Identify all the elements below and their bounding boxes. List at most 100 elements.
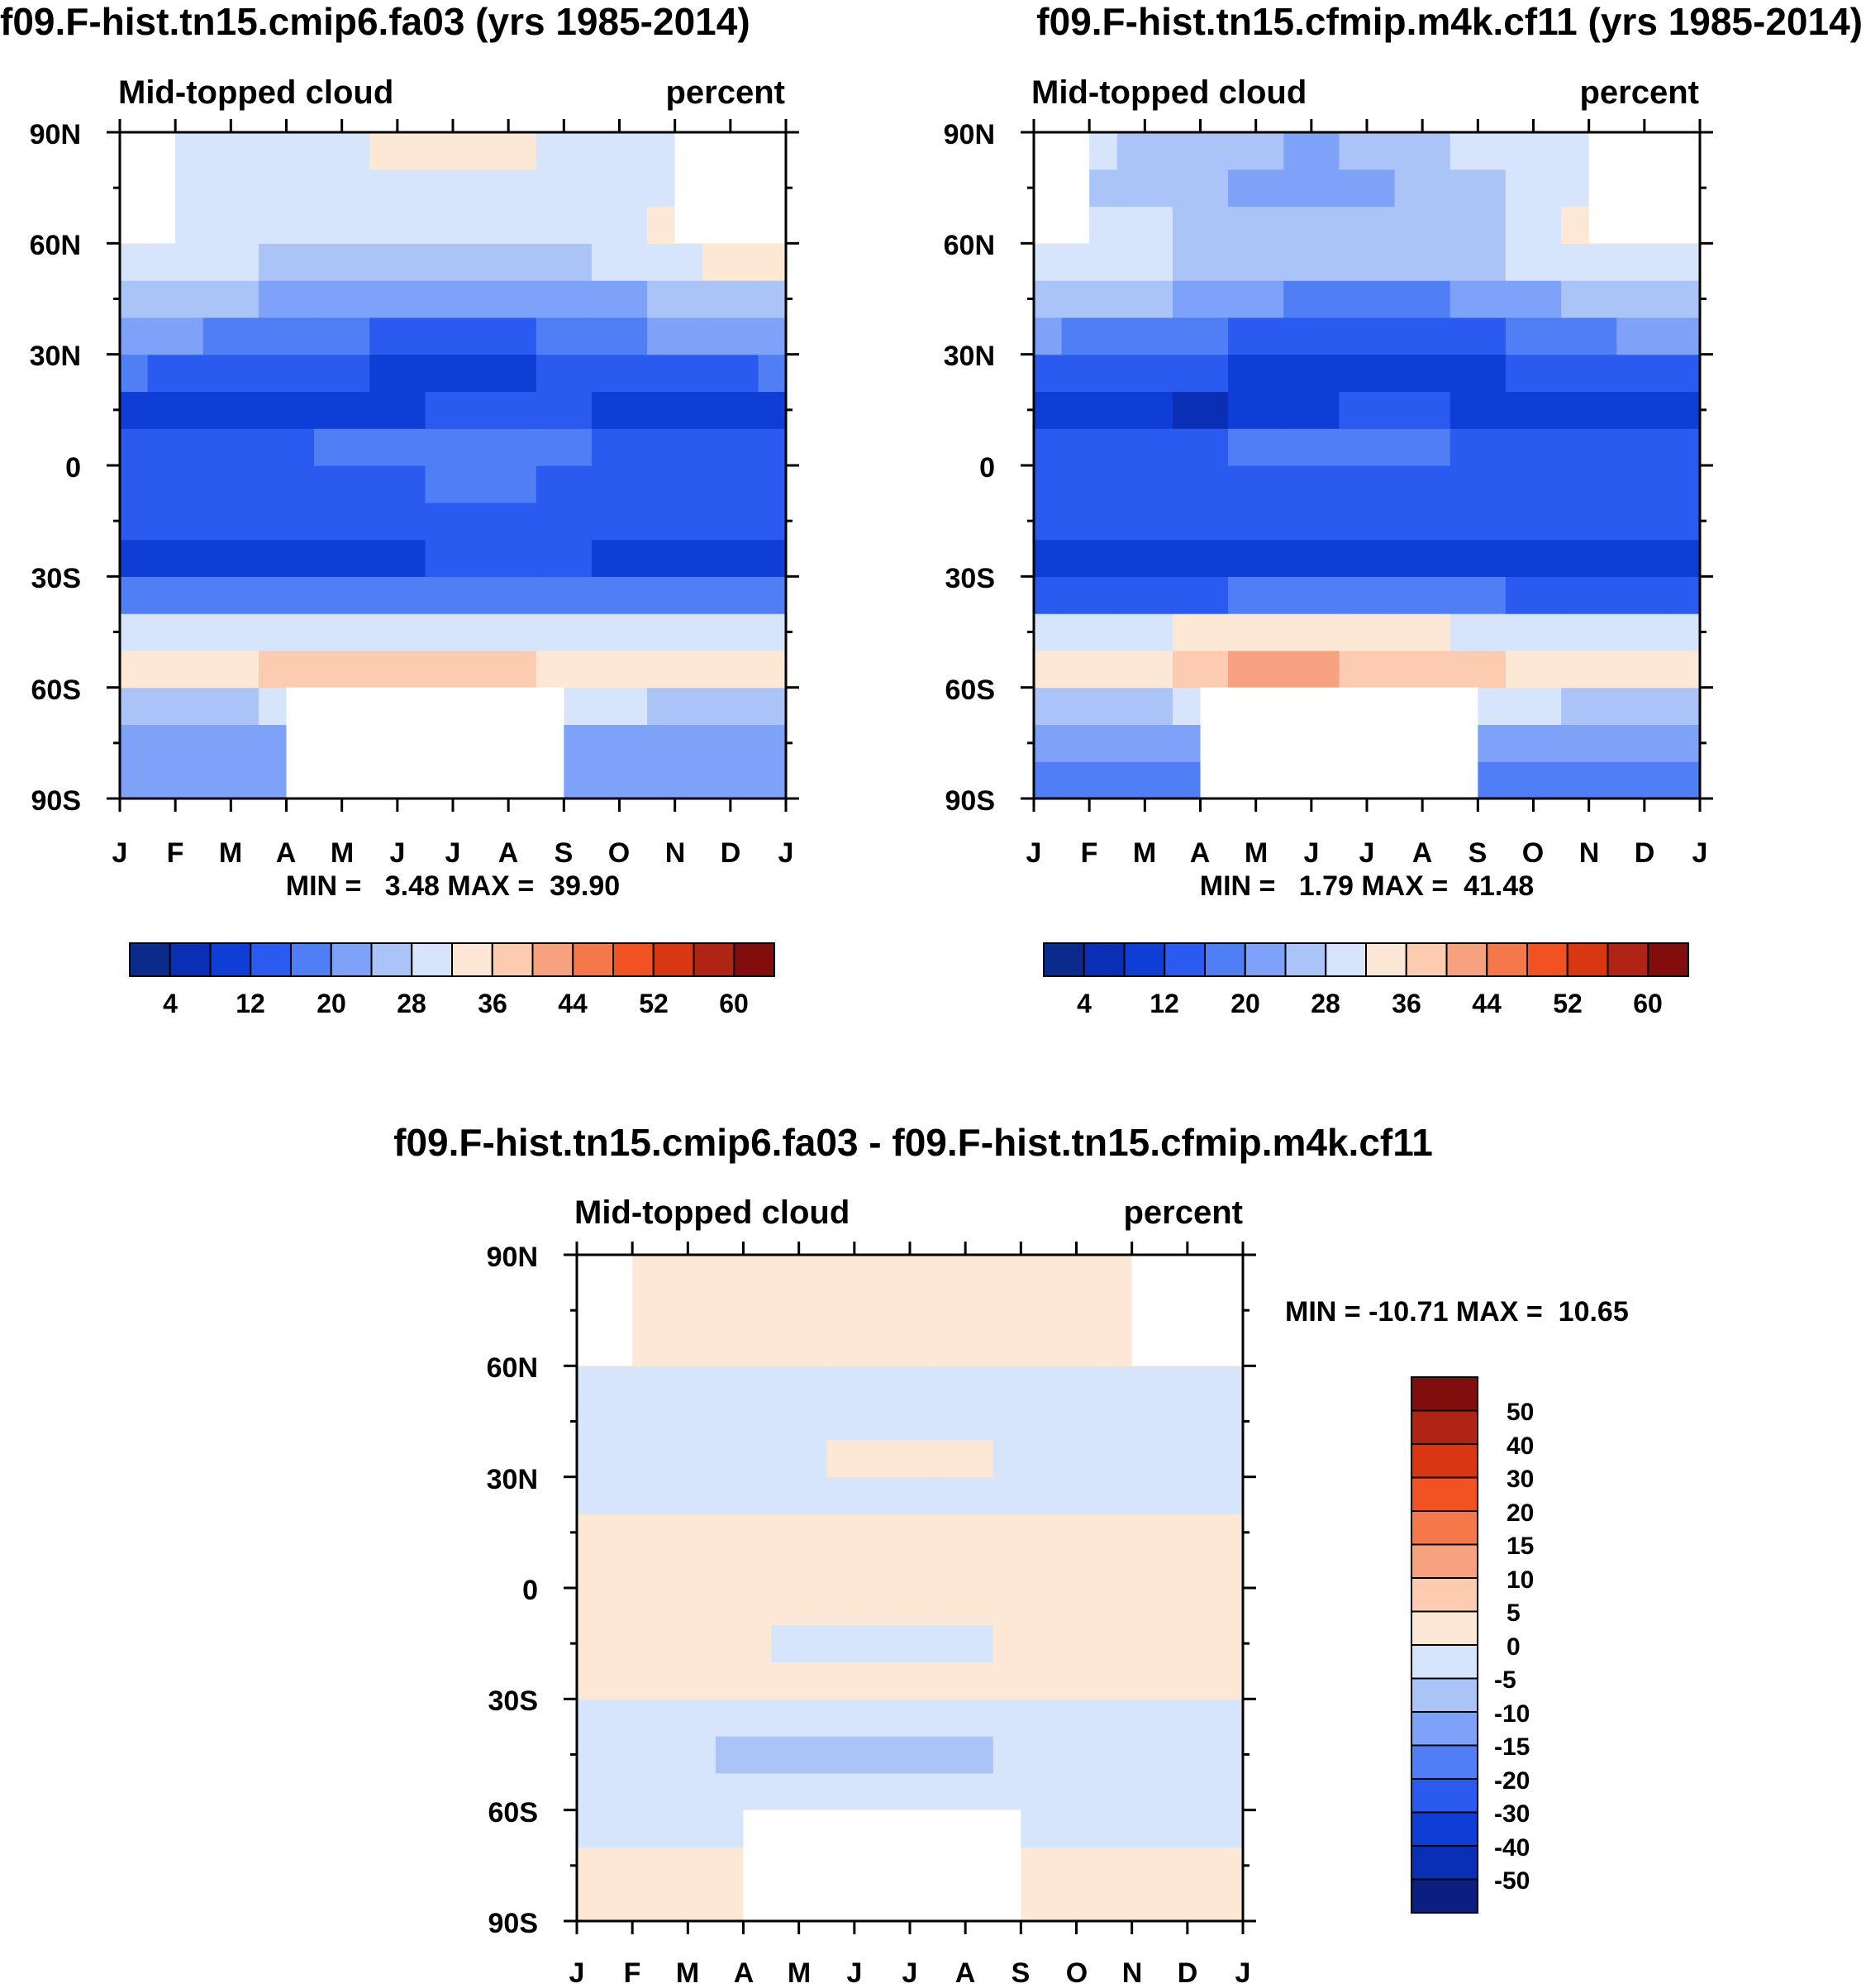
- field-cell: [536, 465, 593, 503]
- panel-1: f09.F-hist.tn15.cmip6.fa03 (yrs 1985-201…: [0, 0, 799, 1018]
- x-tick-label: A: [1190, 837, 1211, 869]
- y-tick-label: 30S: [945, 563, 996, 594]
- colorbar-box: [1411, 1409, 1478, 1445]
- field-cell: [1159, 1884, 1216, 1922]
- field-cell: [1449, 243, 1507, 281]
- y-tick-label: 30S: [31, 563, 82, 594]
- x-tick-label: M: [1133, 837, 1156, 869]
- field-cell: [147, 650, 204, 689]
- field-cell: [771, 1661, 827, 1700]
- field-cell: [1061, 761, 1118, 799]
- panel-1-min-max: MIN = 3.48 MAX = 39.90: [286, 870, 620, 902]
- field-cell: [758, 502, 787, 541]
- field-cell: [425, 391, 482, 429]
- field-cell: [826, 1255, 883, 1293]
- field-cell: [882, 1624, 939, 1663]
- field-cell: [1228, 132, 1284, 170]
- field-cell: [258, 354, 315, 393]
- field-cell: [147, 502, 204, 541]
- field-cell: [1616, 650, 1673, 689]
- x-tick-label: D: [721, 837, 741, 869]
- field-cell: [425, 650, 482, 689]
- field-cell: [1034, 613, 1063, 651]
- field-cell: [1505, 650, 1562, 689]
- field-cell: [882, 1476, 939, 1515]
- field-cell: [1561, 428, 1617, 466]
- field-cell: [1061, 465, 1118, 503]
- field-cell: [1061, 539, 1118, 577]
- field-cell: [1339, 650, 1396, 689]
- field-cell: [577, 1809, 606, 1848]
- field-cell: [758, 317, 787, 355]
- field-cell: [1034, 724, 1063, 762]
- field-cell: [659, 1624, 716, 1663]
- field-cell: [993, 1366, 1050, 1404]
- colorbar-box: [129, 942, 171, 977]
- field-cell: [1228, 613, 1284, 651]
- field-cell: [258, 280, 315, 318]
- field-cell: [120, 317, 149, 355]
- field-cell: [937, 1439, 994, 1478]
- colorbar-box: [1411, 1443, 1478, 1479]
- field-cell: [882, 1514, 939, 1552]
- missing-region: [743, 1809, 1021, 1921]
- field-cell: [702, 428, 759, 466]
- x-tick-label: J: [1359, 837, 1375, 869]
- field-cell: [147, 428, 204, 466]
- field-cell: [1215, 1366, 1244, 1404]
- field-cell: [1104, 1439, 1160, 1478]
- colorbar-label: 20: [317, 989, 346, 1018]
- field-cell: [202, 428, 259, 466]
- field-cell: [1505, 391, 1562, 429]
- field-cell: [1283, 391, 1340, 429]
- field-cell: [1116, 613, 1173, 651]
- field-cell: [1215, 1403, 1244, 1441]
- colorbar-label: 28: [397, 989, 426, 1018]
- field-cell: [1339, 539, 1396, 577]
- field-cell: [659, 1328, 716, 1366]
- panel-3-title: f09.F-hist.tn15.cmip6.fa03 - f09.F-hist.…: [393, 1121, 1433, 1164]
- field-cell: [1159, 1403, 1216, 1441]
- field-cell: [604, 1847, 661, 1885]
- field-cell: [425, 317, 482, 355]
- field-cell: [369, 280, 426, 318]
- field-cell: [480, 539, 537, 577]
- colorbar-label: 60: [1633, 989, 1663, 1018]
- field-cell: [604, 1736, 661, 1774]
- field-cell: [647, 391, 703, 429]
- field-cell: [1116, 539, 1173, 577]
- field-cell: [1172, 280, 1229, 318]
- field-cell: [1449, 465, 1507, 503]
- field-cell: [826, 1514, 883, 1552]
- field-cell: [1116, 354, 1173, 393]
- colorbar-label: -20: [1494, 1767, 1530, 1795]
- field-cell: [1228, 169, 1284, 207]
- field-cell: [758, 465, 787, 503]
- field-cell: [1048, 1514, 1105, 1552]
- field-cell: [480, 391, 537, 429]
- field-cell: [715, 1588, 772, 1626]
- field-cell: [659, 1403, 716, 1441]
- field-cell: [1339, 169, 1396, 207]
- field-cell: [1672, 650, 1701, 689]
- colorbar-box: [1411, 1543, 1478, 1579]
- colorbar-label: -40: [1494, 1834, 1530, 1862]
- colorbar-box: [370, 942, 413, 977]
- field-cell: [369, 502, 426, 541]
- field-cell: [1394, 169, 1451, 207]
- field-cell: [1394, 613, 1451, 651]
- field-cell: [591, 761, 648, 799]
- colorbar-label: 50: [1507, 1399, 1534, 1426]
- field-cell: [882, 1661, 939, 1700]
- field-cell: [314, 206, 370, 244]
- field-cell: [826, 1439, 883, 1478]
- field-cell: [1394, 502, 1451, 541]
- field-cell: [659, 1884, 716, 1922]
- field-cell: [771, 1476, 827, 1515]
- field-cell: [882, 1439, 939, 1478]
- colorbar-box: [1566, 942, 1609, 977]
- field-cell: [1215, 1551, 1244, 1589]
- field-cell: [1104, 1588, 1160, 1626]
- field-cell: [1215, 1699, 1244, 1737]
- y-tick-label: 60N: [944, 230, 995, 261]
